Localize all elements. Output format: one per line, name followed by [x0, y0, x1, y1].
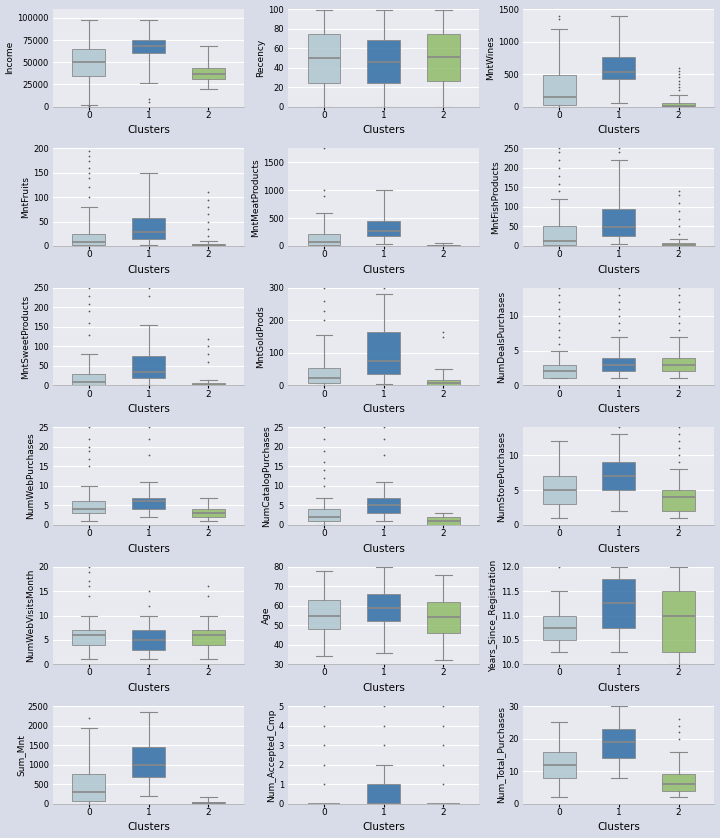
PathPatch shape [543, 365, 575, 379]
PathPatch shape [543, 75, 575, 106]
PathPatch shape [192, 630, 225, 644]
X-axis label: Clusters: Clusters [598, 822, 640, 832]
Y-axis label: Recency: Recency [256, 39, 266, 77]
PathPatch shape [73, 501, 105, 513]
PathPatch shape [307, 368, 341, 383]
X-axis label: Clusters: Clusters [362, 544, 405, 554]
PathPatch shape [427, 34, 460, 81]
Y-axis label: Income: Income [6, 41, 14, 75]
X-axis label: Clusters: Clusters [362, 822, 405, 832]
PathPatch shape [603, 57, 635, 80]
PathPatch shape [603, 729, 635, 758]
Y-axis label: MntWines: MntWines [486, 35, 495, 80]
X-axis label: Clusters: Clusters [362, 683, 405, 693]
PathPatch shape [307, 234, 341, 245]
PathPatch shape [427, 380, 460, 385]
PathPatch shape [367, 40, 400, 83]
PathPatch shape [73, 234, 105, 245]
Y-axis label: Num_Accepted_Cmp: Num_Accepted_Cmp [267, 708, 276, 802]
PathPatch shape [427, 602, 460, 633]
PathPatch shape [662, 243, 695, 246]
PathPatch shape [543, 476, 575, 504]
Y-axis label: NumStorePurchases: NumStorePurchases [497, 431, 505, 521]
X-axis label: Clusters: Clusters [362, 125, 405, 135]
X-axis label: Clusters: Clusters [127, 404, 170, 414]
Y-axis label: MntSweetProducts: MntSweetProducts [22, 295, 30, 379]
PathPatch shape [543, 226, 575, 245]
PathPatch shape [132, 498, 165, 510]
Y-axis label: MntFishProducts: MntFishProducts [492, 160, 500, 234]
Y-axis label: MntGoldProds: MntGoldProds [256, 305, 265, 368]
PathPatch shape [132, 630, 165, 649]
PathPatch shape [662, 774, 695, 791]
PathPatch shape [132, 218, 165, 239]
Y-axis label: Sum_Mnt: Sum_Mnt [16, 734, 25, 776]
PathPatch shape [192, 244, 225, 246]
PathPatch shape [662, 490, 695, 511]
Y-axis label: Years_Since_Registration: Years_Since_Registration [489, 560, 498, 672]
PathPatch shape [73, 49, 105, 75]
X-axis label: Clusters: Clusters [127, 125, 170, 135]
PathPatch shape [307, 34, 341, 83]
Y-axis label: NumCatalogPurchases: NumCatalogPurchases [261, 426, 271, 527]
X-axis label: Clusters: Clusters [127, 265, 170, 275]
PathPatch shape [192, 510, 225, 517]
PathPatch shape [132, 40, 165, 54]
X-axis label: Clusters: Clusters [598, 125, 640, 135]
PathPatch shape [543, 616, 575, 640]
PathPatch shape [192, 802, 225, 804]
X-axis label: Clusters: Clusters [362, 404, 405, 414]
PathPatch shape [427, 245, 460, 246]
PathPatch shape [307, 510, 341, 521]
PathPatch shape [603, 358, 635, 371]
PathPatch shape [132, 356, 165, 379]
Y-axis label: Num_Total_Purchases: Num_Total_Purchases [497, 706, 505, 804]
PathPatch shape [307, 600, 341, 629]
Y-axis label: NumWebPurchases: NumWebPurchases [27, 432, 35, 520]
PathPatch shape [662, 358, 695, 371]
PathPatch shape [662, 103, 695, 106]
Y-axis label: Age: Age [261, 607, 271, 624]
X-axis label: Clusters: Clusters [598, 404, 640, 414]
PathPatch shape [662, 591, 695, 652]
PathPatch shape [367, 594, 400, 622]
PathPatch shape [73, 375, 105, 385]
Y-axis label: MntFruits: MntFruits [22, 176, 30, 218]
PathPatch shape [543, 752, 575, 778]
PathPatch shape [73, 630, 105, 644]
PathPatch shape [132, 747, 165, 777]
PathPatch shape [367, 332, 400, 374]
Y-axis label: MntMeatProducts: MntMeatProducts [251, 158, 260, 236]
PathPatch shape [367, 498, 400, 513]
PathPatch shape [603, 463, 635, 490]
PathPatch shape [367, 221, 400, 235]
X-axis label: Clusters: Clusters [127, 822, 170, 832]
PathPatch shape [73, 774, 105, 801]
PathPatch shape [367, 784, 400, 804]
PathPatch shape [192, 384, 225, 385]
X-axis label: Clusters: Clusters [127, 544, 170, 554]
PathPatch shape [603, 579, 635, 628]
PathPatch shape [603, 209, 635, 236]
X-axis label: Clusters: Clusters [598, 265, 640, 275]
X-axis label: Clusters: Clusters [362, 265, 405, 275]
Y-axis label: NumWebVisitsMonth: NumWebVisitsMonth [27, 569, 35, 662]
X-axis label: Clusters: Clusters [127, 683, 170, 693]
PathPatch shape [427, 517, 460, 525]
X-axis label: Clusters: Clusters [598, 683, 640, 693]
PathPatch shape [192, 68, 225, 79]
Y-axis label: NumDealsPurchases: NumDealsPurchases [497, 291, 505, 383]
X-axis label: Clusters: Clusters [598, 544, 640, 554]
